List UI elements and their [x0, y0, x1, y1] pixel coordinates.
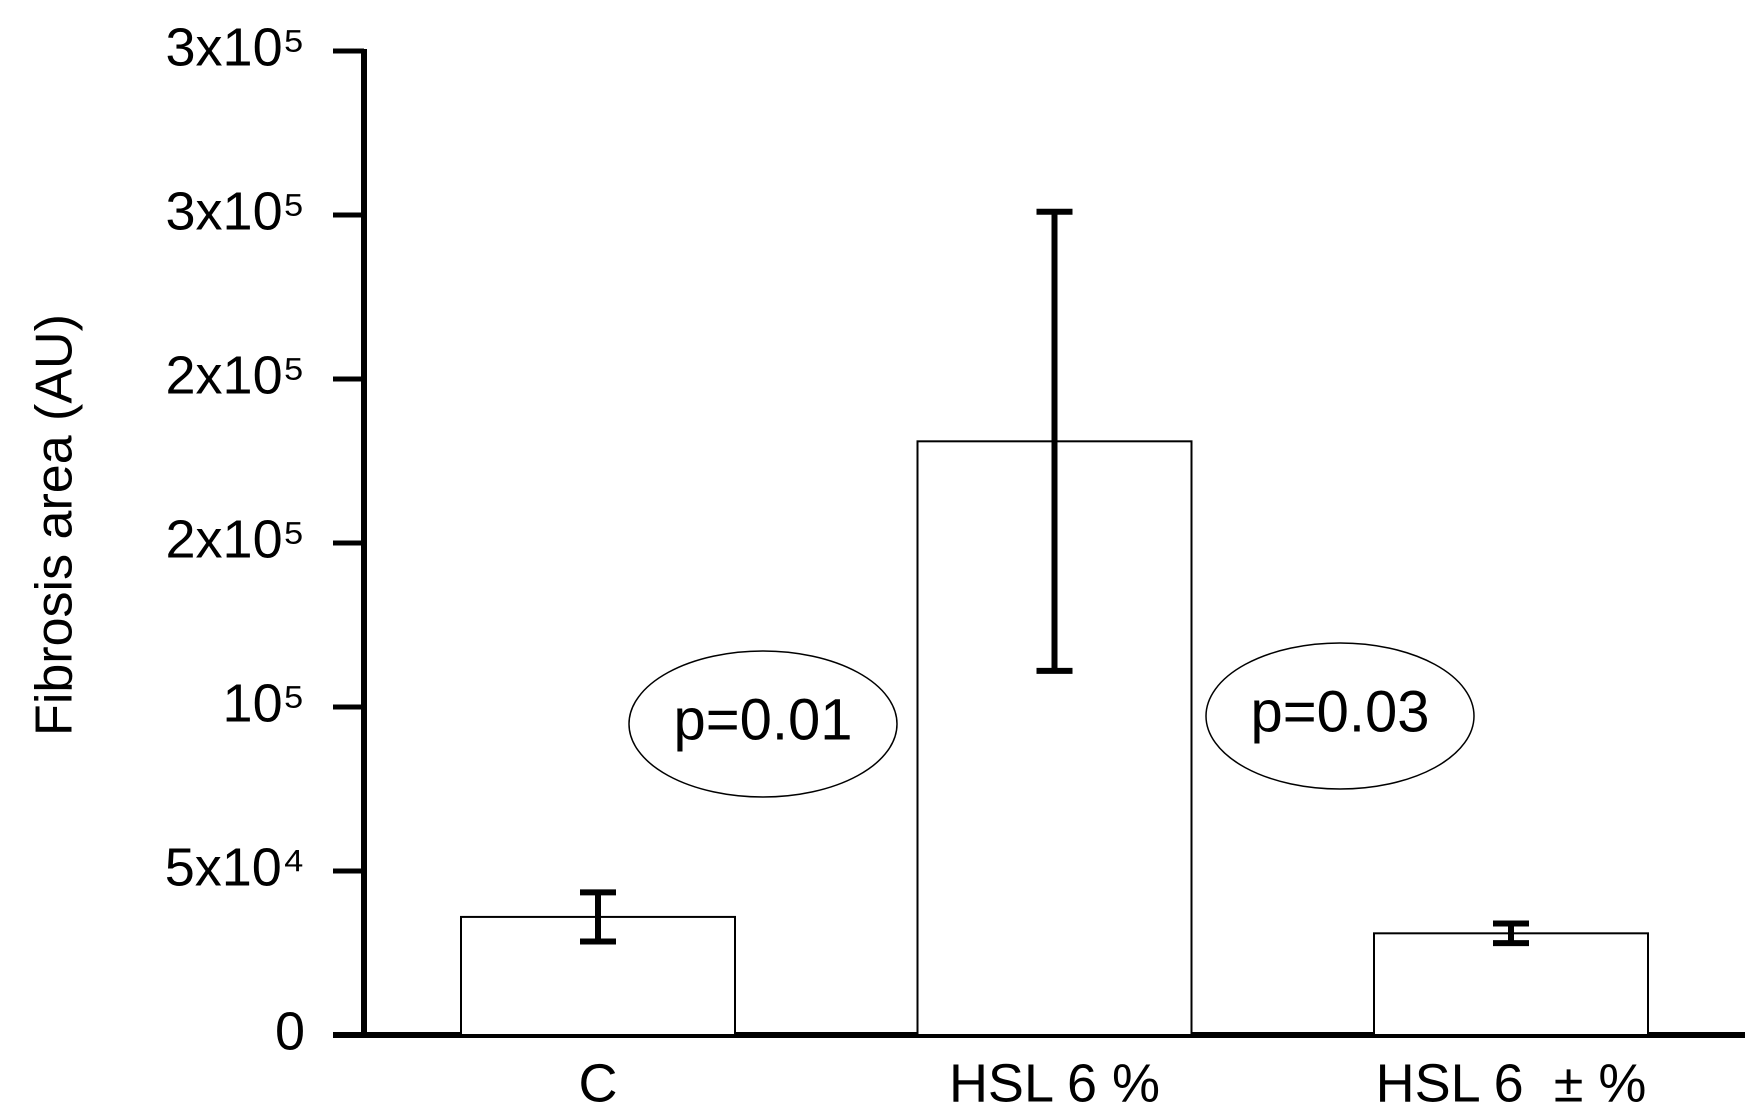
error-bar: [580, 889, 616, 945]
y-tick-label: 3x10⁵: [166, 17, 305, 77]
annotation: p=0.03: [1250, 679, 1429, 744]
x-tick-label: C: [579, 1053, 618, 1113]
annotation-ellipse: [628, 650, 898, 798]
y-tick-label: 5x10⁴: [165, 837, 305, 897]
bar: [1373, 932, 1649, 1037]
y-tick-label: 3x10⁵: [166, 181, 305, 241]
annotation: p=0.01: [673, 687, 852, 752]
error-bar: [1036, 208, 1073, 674]
y-tick-label: 2x10⁵: [166, 509, 305, 569]
annotation-ellipse: [1205, 642, 1475, 790]
x-tick-label: HSL 6 %: [949, 1053, 1160, 1113]
y-tick-label: 10⁵: [223, 673, 305, 733]
error-bar: [1493, 920, 1529, 947]
y-axis-title: Fibrosis area (AU): [26, 314, 84, 736]
x-tick-label: HSL 6 ± %: [1376, 1053, 1647, 1113]
y-tick-label: 2x10⁵: [166, 345, 305, 405]
y-tick-label: 0: [275, 1001, 305, 1061]
